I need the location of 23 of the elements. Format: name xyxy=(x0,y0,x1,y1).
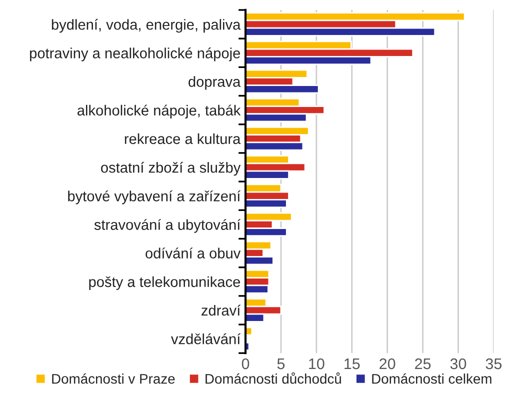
y-tick-label: rekreace a kultura xyxy=(124,133,241,144)
y-tick-label: ostatní zboží a služby xyxy=(101,162,241,176)
x-tick-label: 35 xyxy=(486,358,502,370)
y-tick-label: vzdělávání xyxy=(170,333,241,344)
legend-label: Domácnosti celkem xyxy=(372,373,492,384)
legend-label: Domácnosti v Praze xyxy=(52,373,175,384)
x-tick-label: 15 xyxy=(344,358,360,370)
y-tick-label: pošty a telekomunikace xyxy=(89,276,240,290)
y-tick-label: stravování a ubytování xyxy=(94,219,241,233)
y-tick-label: odívání a obuv xyxy=(146,248,241,258)
x-tick-label: 5 xyxy=(277,358,285,370)
x-tick-label: 20 xyxy=(380,358,396,370)
y-tick-label: potraviny a nealkoholické nápoje xyxy=(30,48,240,62)
y-tick-label: doprava xyxy=(188,76,241,90)
legend-label: Domácnosti důchodců xyxy=(206,372,341,384)
x-tick-label: 0 xyxy=(242,358,250,370)
x-tick-label: 25 xyxy=(415,358,431,370)
y-tick-label: alkoholické nápoje, tabák xyxy=(78,104,241,118)
y-tick-label: bytové vybavení a zařízení xyxy=(68,190,241,204)
x-tick-label: 30 xyxy=(450,358,466,370)
x-tick-label: 10 xyxy=(309,358,324,370)
y-tick-label: zdraví xyxy=(202,304,241,316)
y-tick-label: bydlení, voda, energie, paliva xyxy=(52,18,241,33)
